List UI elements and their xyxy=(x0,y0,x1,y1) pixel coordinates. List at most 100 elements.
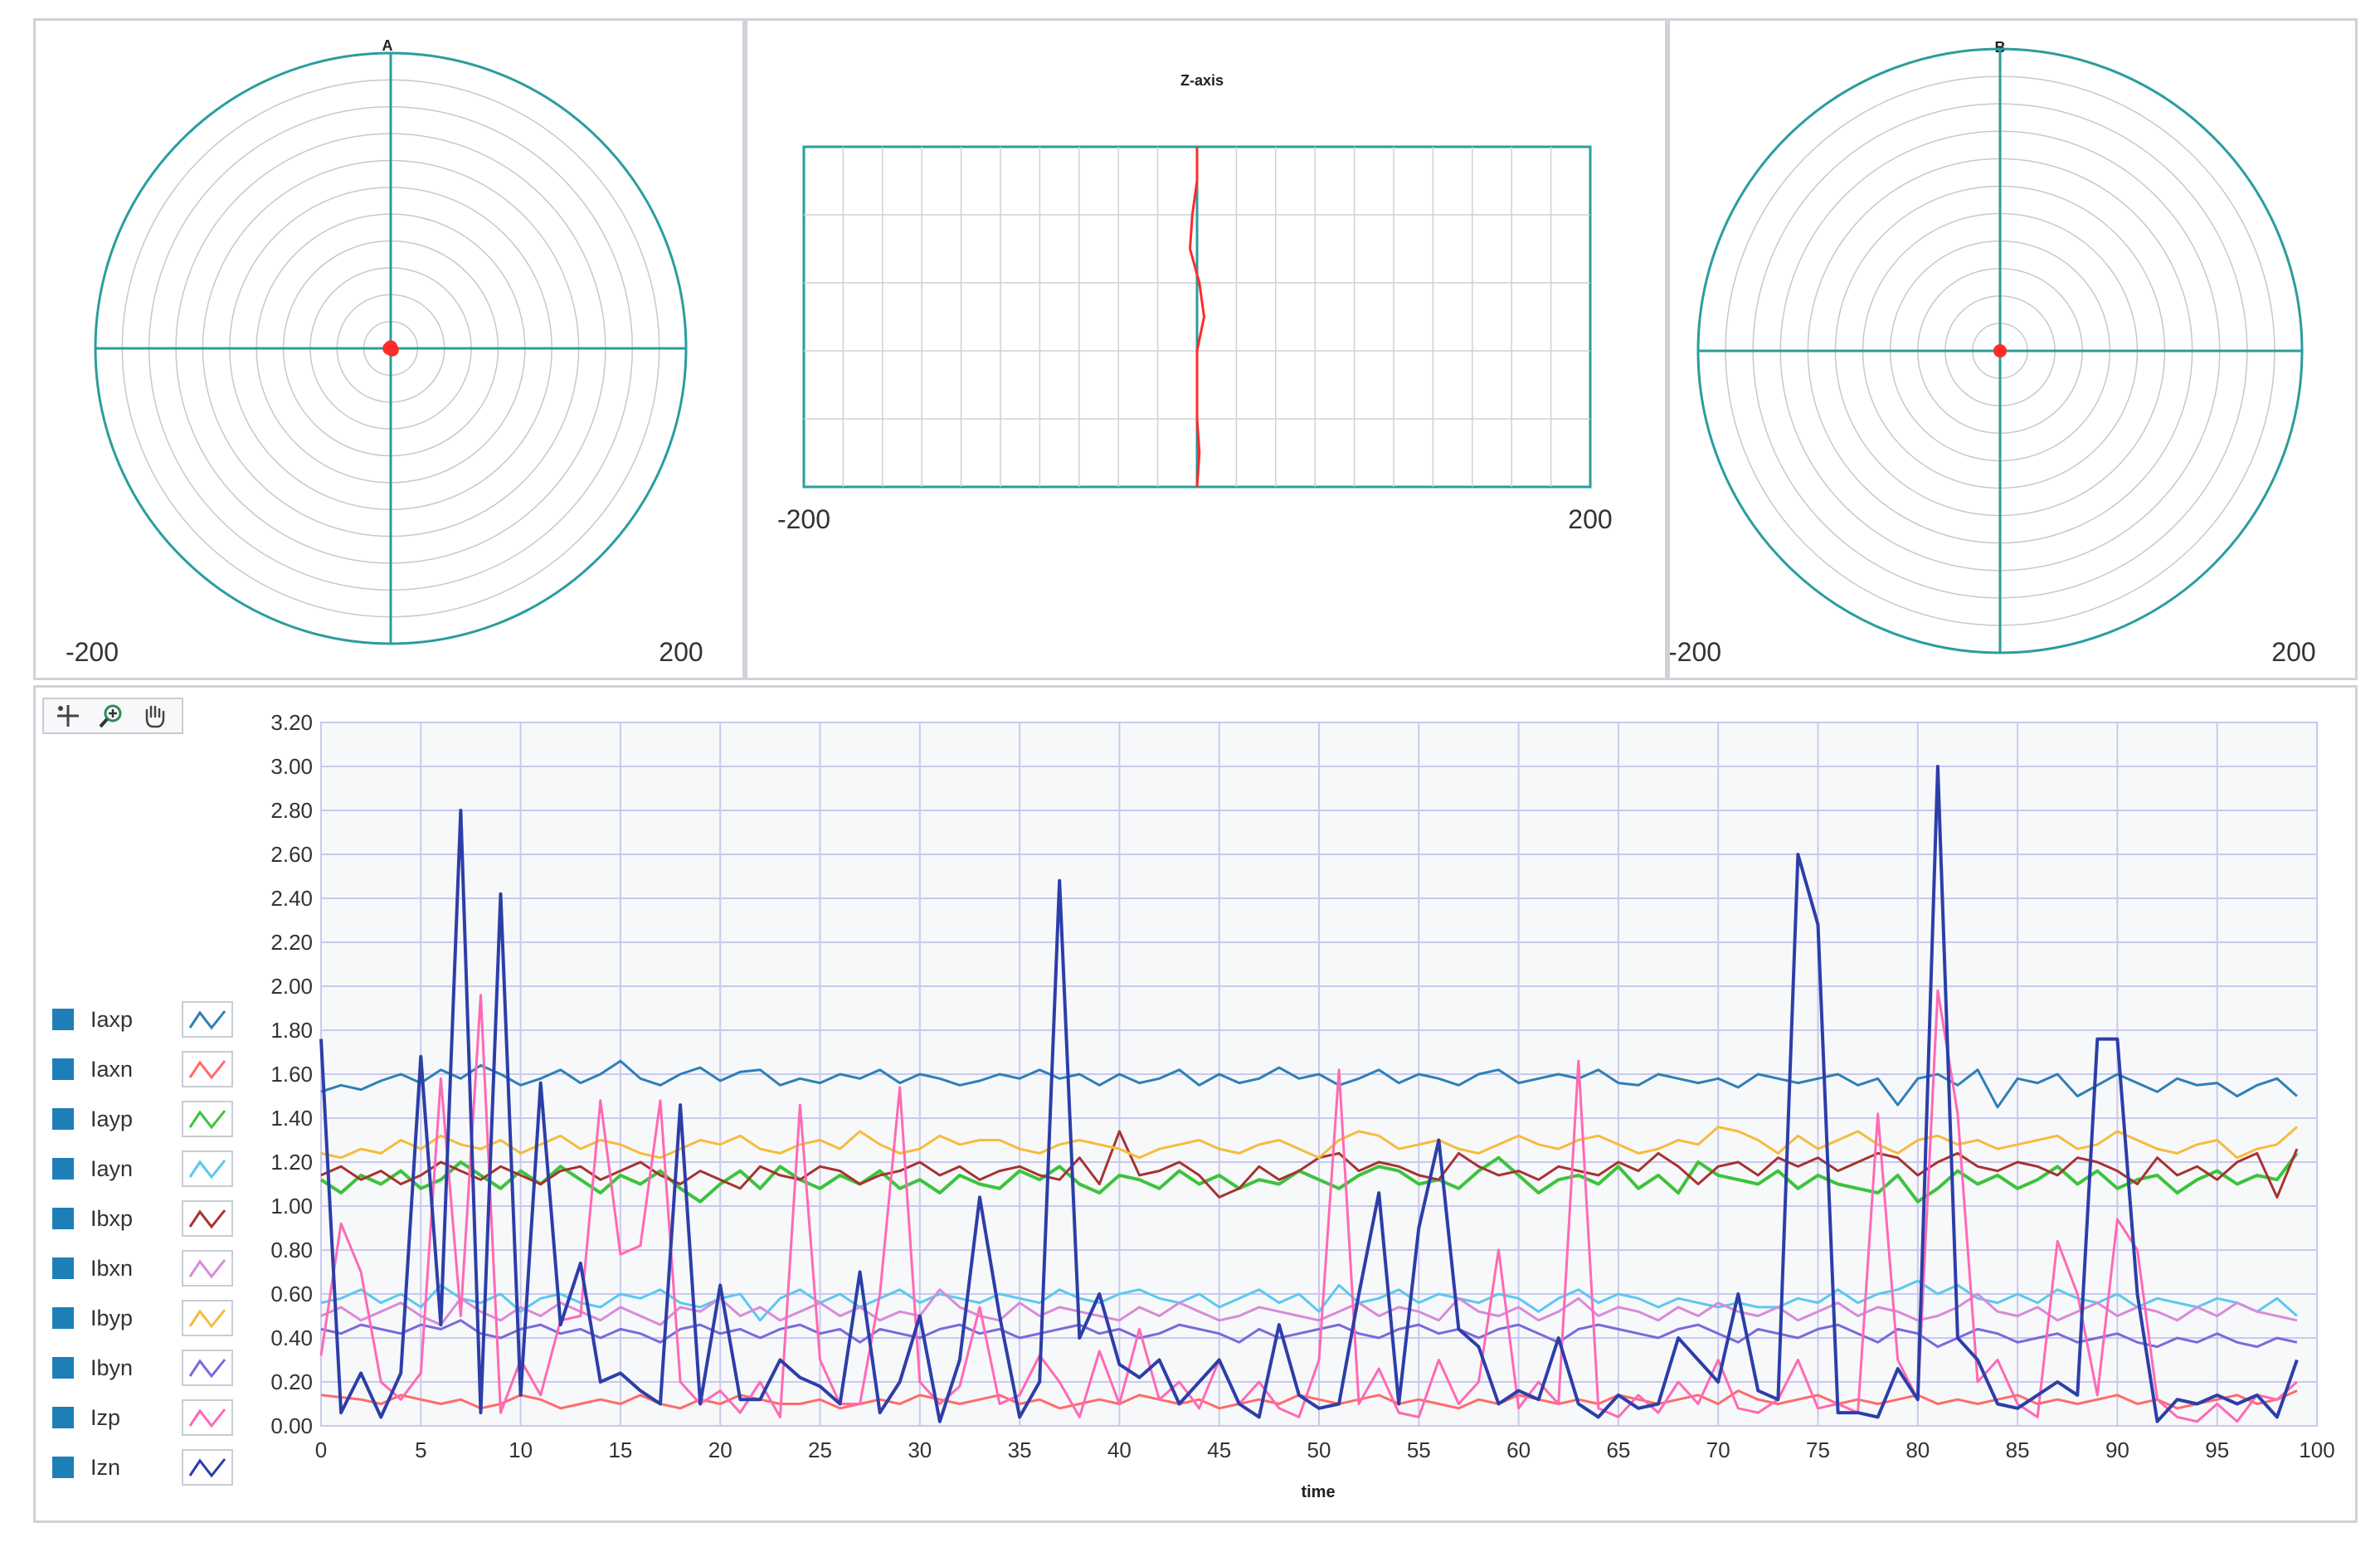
legend-item: Izn xyxy=(52,1442,260,1492)
zoom-tool-icon[interactable] xyxy=(95,702,127,730)
y-tick-label: 0.00 xyxy=(270,1413,313,1438)
legend-swatch[interactable] xyxy=(182,1150,233,1187)
legend-checkbox[interactable] xyxy=(52,1457,74,1478)
legend-item: Iaxn xyxy=(52,1044,260,1094)
legend-swatch[interactable] xyxy=(182,1399,233,1436)
x-tick-label: 90 xyxy=(2105,1437,2129,1462)
panel-a: A -200 200 xyxy=(33,18,745,680)
y-tick-label: 3.00 xyxy=(270,754,313,779)
legend-item: Izp xyxy=(52,1393,260,1442)
y-tick-label: 2.00 xyxy=(270,974,313,999)
legend-swatch[interactable] xyxy=(182,1300,233,1336)
series-line-ibxn xyxy=(320,1288,2298,1326)
y-tick-label: 2.40 xyxy=(270,886,313,911)
legend-label: Izp xyxy=(90,1404,121,1430)
legend-item: Iayn xyxy=(52,1144,260,1194)
panel-z-xmax-label: 200 xyxy=(1568,504,1612,534)
x-tick-label: 30 xyxy=(908,1437,932,1462)
y-tick-labels: 0.00 0.20 0.40 0.60 0.80 1.00 1.20 1.40 1.60 1.80… xyxy=(270,710,313,1438)
panel-z-xmin-label: -200 xyxy=(777,504,830,534)
z-axis-plot: Z-axis -200 200 xyxy=(777,72,1613,534)
legend-checkbox[interactable] xyxy=(52,1108,74,1130)
x-tick-label: 50 xyxy=(1307,1437,1331,1462)
x-tick-label: 5 xyxy=(415,1437,426,1462)
polar-b-grid xyxy=(1696,47,2304,654)
pan-hand-icon[interactable] xyxy=(139,702,170,730)
legend-swatch[interactable] xyxy=(182,1101,233,1137)
legend-label: Ibyp xyxy=(90,1305,134,1330)
time-series-panel: Iaxp Iaxn Iayp Iayn Ibxp Ibxn Ibyp Ibyn Izp Izn 0… xyxy=(33,685,2358,1523)
polar-plot-a: A -200 200 xyxy=(66,37,703,667)
panel-b-xmin-label: -200 xyxy=(1670,637,1721,667)
y-tick-label: 0.20 xyxy=(270,1369,313,1394)
x-tick-label: 20 xyxy=(708,1437,732,1462)
legend-label: Iayp xyxy=(90,1106,134,1131)
legend-label: Iayn xyxy=(90,1155,134,1181)
legend-item: Ibyp xyxy=(52,1293,260,1343)
y-tick-label: 0.80 xyxy=(270,1238,313,1262)
z-position-trace xyxy=(1188,147,1206,488)
legend-checkbox[interactable] xyxy=(52,1307,74,1329)
x-tick-label: 95 xyxy=(2205,1437,2229,1462)
legend-item: Ibxn xyxy=(52,1243,260,1293)
y-tick-label: 0.60 xyxy=(270,1282,313,1306)
panel-b-xmax-label: 200 xyxy=(2271,637,2315,667)
y-tick-label: 1.40 xyxy=(270,1106,313,1131)
x-tick-labels: 0 5 10 15 20 25 30 35 40 45 50 55 60 65 70 75 80 85 90 95 10… xyxy=(315,1437,2335,1462)
y-tick-label: 2.60 xyxy=(270,842,313,867)
legend-checkbox[interactable] xyxy=(52,1357,74,1379)
x-axis-label: time xyxy=(1301,1483,1335,1501)
series-line-ibyp xyxy=(320,1126,2298,1160)
legend-label: Iaxn xyxy=(90,1056,134,1082)
series-line-iayn xyxy=(320,1279,2298,1322)
series-line-izp xyxy=(319,989,2298,1423)
legend-checkbox[interactable] xyxy=(52,1257,74,1279)
x-tick-label: 85 xyxy=(2006,1437,2030,1462)
legend-item: Iayp xyxy=(52,1094,260,1144)
legend-checkbox[interactable] xyxy=(52,1058,74,1080)
legend-checkbox[interactable] xyxy=(52,1407,74,1428)
legend-swatch[interactable] xyxy=(182,1001,233,1038)
series-line-izn xyxy=(319,765,2299,1423)
legend-label: Ibxn xyxy=(90,1255,134,1281)
legend-item: Iaxp xyxy=(52,995,260,1044)
legend-swatch[interactable] xyxy=(182,1051,233,1087)
legend-checkbox[interactable] xyxy=(52,1158,74,1180)
y-tick-label: 2.80 xyxy=(270,798,313,823)
legend-item: Ibxp xyxy=(52,1194,260,1243)
panel-a-title: A xyxy=(382,37,393,54)
x-tick-label: 55 xyxy=(1407,1437,1431,1462)
panel-a-xmin-label: -200 xyxy=(66,637,119,667)
legend-swatch[interactable] xyxy=(182,1200,233,1237)
polar-a-grid xyxy=(94,51,688,645)
x-tick-label: 35 xyxy=(1008,1437,1032,1462)
crosshair-tool-icon[interactable] xyxy=(52,702,84,730)
polar-plot-b: B -200 200 xyxy=(1668,39,2316,667)
legend-swatch[interactable] xyxy=(182,1250,233,1287)
legend-label: Izn xyxy=(90,1454,121,1480)
series-line-ibyn xyxy=(320,1319,2298,1349)
panel-b: B -200 200 xyxy=(1667,18,2358,680)
legend-label: Ibyn xyxy=(90,1355,134,1380)
legend-checkbox[interactable] xyxy=(52,1009,74,1030)
legend-label: Ibxp xyxy=(90,1205,134,1231)
x-tick-label: 100 xyxy=(2299,1437,2334,1462)
graph-toolbar xyxy=(42,698,183,734)
x-tick-label: 60 xyxy=(1506,1437,1531,1462)
position-marker xyxy=(384,340,397,354)
legend-swatch[interactable] xyxy=(182,1449,233,1486)
legend-swatch[interactable] xyxy=(182,1350,233,1386)
panel-a-xmax-label: 200 xyxy=(659,637,703,667)
panel-b-title: B xyxy=(1995,39,2006,56)
panel-z-title: Z-axis xyxy=(1180,72,1224,89)
x-tick-label: 40 xyxy=(1107,1437,1132,1462)
y-tick-label: 2.20 xyxy=(270,930,313,955)
x-tick-label: 65 xyxy=(1606,1437,1630,1462)
x-tick-label: 15 xyxy=(608,1437,632,1462)
y-tick-label: 1.00 xyxy=(270,1194,313,1219)
z-axis-grid xyxy=(802,145,1592,489)
legend-checkbox[interactable] xyxy=(52,1208,74,1229)
x-tick-label: 25 xyxy=(808,1437,832,1462)
chart-series xyxy=(319,765,2299,1423)
x-tick-label: 75 xyxy=(1806,1437,1830,1462)
